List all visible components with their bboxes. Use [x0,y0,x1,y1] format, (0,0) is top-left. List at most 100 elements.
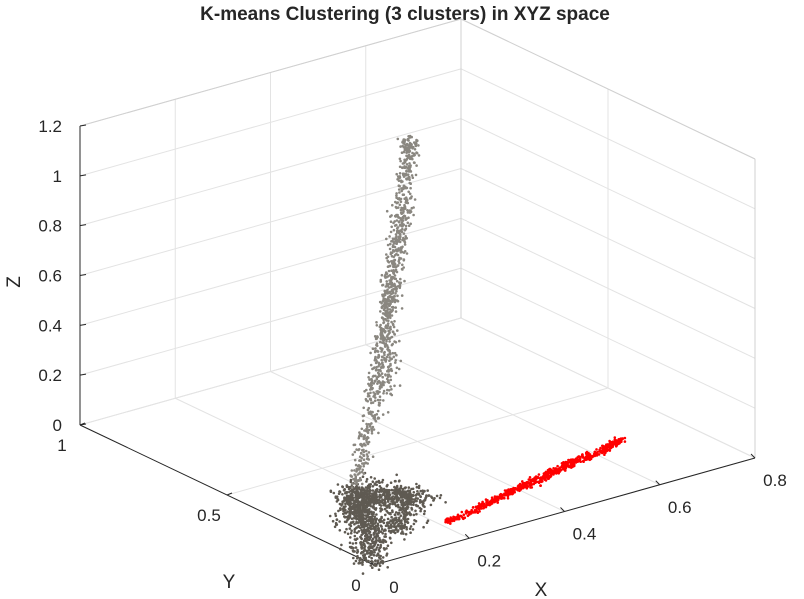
data-point [410,487,413,491]
data-point [409,222,413,226]
data-point [395,235,398,238]
data-point [406,156,410,160]
data-point [384,513,387,517]
data-point [380,365,383,369]
data-point [365,491,368,495]
data-point [334,514,338,518]
data-point [550,470,554,473]
data-point [402,232,406,235]
data-point [400,294,404,297]
data-point [348,545,352,549]
data-point [398,384,402,387]
data-point [382,529,386,533]
data-point [354,475,358,478]
data-point [351,542,355,545]
back-wall-grid-line [79,118,462,227]
data-point [408,527,412,530]
data-point [353,509,356,513]
data-point [361,541,365,544]
z-tick-mark [79,423,87,426]
data-point [592,454,596,458]
data-point [376,543,380,547]
y-tick-label: 1 [57,436,66,455]
data-point [367,495,371,499]
data-point [377,361,381,365]
data-point [377,403,381,407]
data-point [403,148,407,152]
data-point [391,203,394,207]
data-point [523,483,527,486]
data-point [385,280,389,283]
data-point [346,500,350,504]
data-point [389,336,392,340]
data-point [620,437,623,441]
data-point [408,192,412,196]
data-point [560,462,564,465]
data-point [351,496,355,500]
data-point [410,142,413,146]
data-point [336,483,340,486]
data-point [370,510,373,514]
data-point [438,496,442,500]
data-point [372,347,375,351]
data-point [392,355,396,359]
data-point [389,215,392,218]
data-point [349,496,353,500]
data-point [401,489,404,493]
data-point [360,470,364,474]
back-wall-grid-line [79,168,462,276]
data-point [393,224,397,227]
data-point [378,381,382,385]
data-point [396,329,399,332]
data-point [350,469,354,472]
data-point [376,355,380,359]
data-point [364,524,367,528]
data-point [382,351,386,355]
data-point [388,340,391,343]
data-point [362,531,365,535]
data-point [382,318,386,322]
data-point [373,551,376,554]
data-point [381,478,385,482]
data-point [362,497,366,500]
data-point [393,245,397,249]
data-point [562,467,566,470]
data-point [402,259,406,262]
data-point [389,385,392,388]
data-point [366,462,370,465]
data-point [396,497,399,501]
data-point [368,486,371,490]
data-point [478,510,481,513]
data-point [380,273,384,277]
data-point [401,487,405,491]
back-wall-grid-line [79,317,462,426]
data-point [399,208,403,212]
data-point [506,492,510,495]
y-tick-label: 0 [351,576,360,595]
data-point [380,372,384,375]
data-point [399,522,402,525]
data-point [393,300,397,304]
data-point [342,500,345,503]
data-point [394,479,397,483]
data-point [396,529,400,532]
data-point [368,508,371,511]
data-point [508,492,512,496]
data-point [575,460,579,463]
data-point [379,530,383,533]
data-point [399,514,403,517]
data-point [369,533,373,537]
data-point [353,527,357,531]
data-point [414,519,418,523]
data-point [353,479,357,483]
z-axis-label: Z [4,276,25,288]
data-point [361,475,365,479]
data-point [368,425,372,428]
data-point [349,478,353,482]
data-point [370,556,374,560]
data-point [368,532,371,535]
data-point [381,304,385,308]
data-point [363,390,366,393]
data-point [373,542,377,546]
data-point [405,490,408,494]
